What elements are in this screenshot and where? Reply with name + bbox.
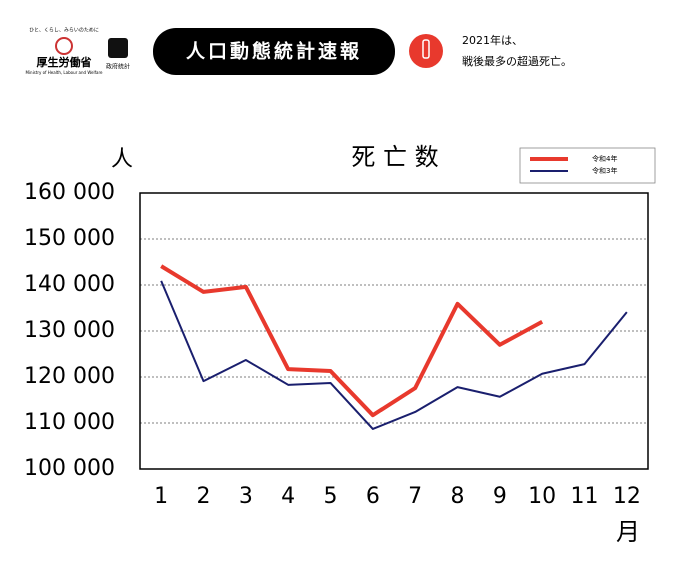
x-axis-label: 月 <box>616 518 640 546</box>
series-line <box>160 280 628 430</box>
x-tick-label: 5 <box>324 484 338 509</box>
y-tick-label: 150 000 <box>24 226 115 251</box>
y-tick-label: 120 000 <box>24 364 115 389</box>
x-tick-label: 11 <box>571 484 599 509</box>
y-axis-label: 人 <box>111 147 133 172</box>
x-tick-label: 6 <box>366 484 380 509</box>
x-tick-label: 12 <box>613 484 641 509</box>
stats-logo <box>108 38 128 58</box>
chart-title: 死 亡 数 <box>351 143 438 171</box>
banner-text: 人口動態統計速報 <box>186 40 362 63</box>
x-tick-label: 9 <box>493 484 507 509</box>
ministry-en: Ministry of Health, Labour and Welfare <box>25 70 103 75</box>
legend <box>519 147 656 184</box>
series-line <box>160 264 544 418</box>
legend-label: 令和3年 <box>592 166 617 175</box>
legend-label: 令和4年 <box>592 154 617 163</box>
ministry-logo <box>55 37 73 55</box>
x-tick-label: 2 <box>197 484 211 509</box>
note-line1: 2021年は、 <box>462 33 523 47</box>
header: ひと、くらし、みらいのために 厚生労働省 Ministry of Health,… <box>25 28 572 75</box>
tagline: ひと、くらし、みらいのために <box>29 28 99 34</box>
y-tick-label: 160 000 <box>24 180 115 205</box>
x-tick-label: 10 <box>528 484 556 509</box>
x-tick-label: 1 <box>154 484 168 509</box>
icon-glyph <box>422 39 430 59</box>
note-line2: 戦後最多の超過死亡。 <box>462 54 572 68</box>
y-tick-label: 100 000 <box>24 456 115 481</box>
y-tick-label: 140 000 <box>24 272 115 297</box>
banner <box>153 28 395 75</box>
plot-frame <box>139 192 649 470</box>
stats-label: 政府統計 <box>106 63 130 71</box>
x-tick-label: 7 <box>408 484 422 509</box>
y-tick-label: 110 000 <box>24 410 115 435</box>
x-tick-label: 3 <box>239 484 253 509</box>
icon <box>409 34 443 68</box>
x-tick-label: 8 <box>451 484 465 509</box>
y-tick-label: 130 000 <box>24 318 115 343</box>
ministry-name: 厚生労働省 <box>37 55 92 69</box>
x-tick-label: 4 <box>281 484 295 509</box>
